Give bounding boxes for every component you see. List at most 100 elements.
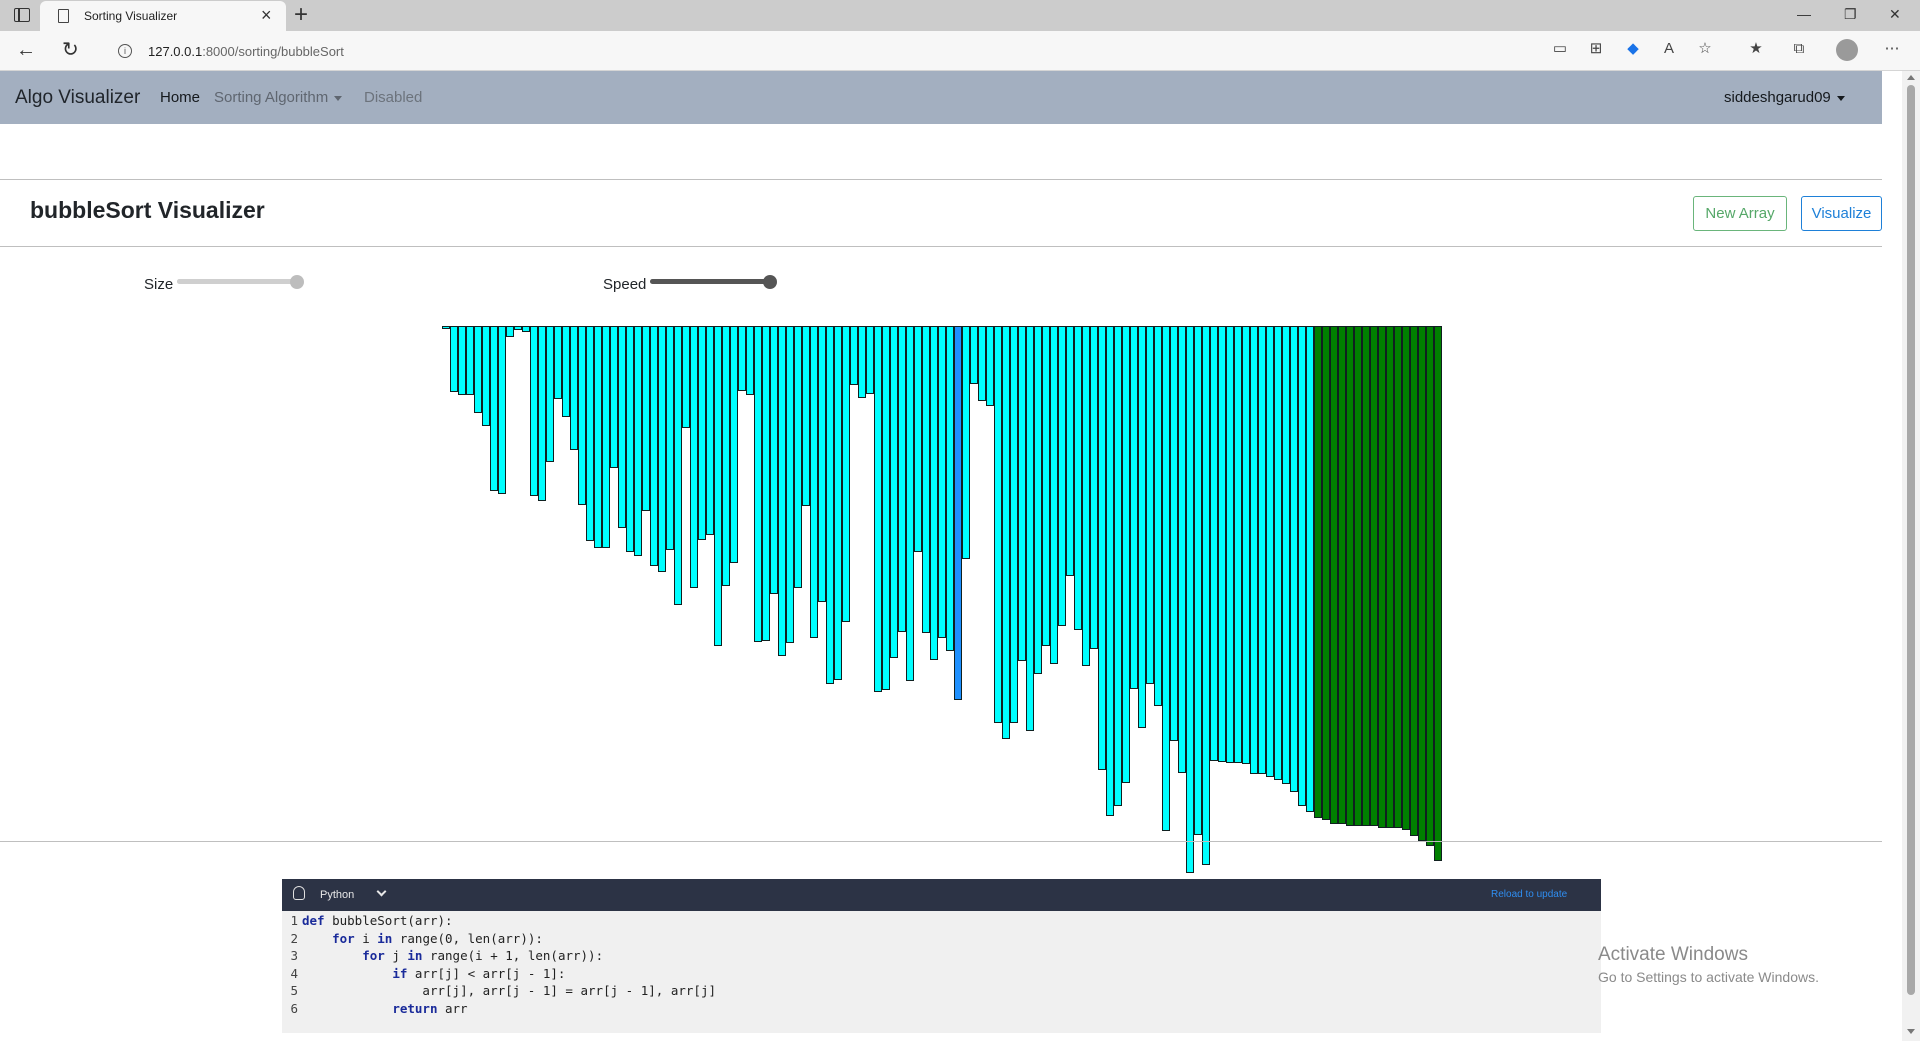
profile-avatar[interactable] [1836,39,1858,61]
array-bar [1282,326,1290,784]
array-bar [762,326,770,641]
page-title: bubbleSort Visualizer [30,197,265,223]
collections-icon[interactable]: ⧉ [1793,40,1805,57]
array-bar [858,326,866,398]
array-bar [1082,326,1090,666]
array-bar [690,326,698,588]
array-bar [714,326,722,646]
size-label: Size [144,276,174,293]
speed-slider[interactable] [650,275,777,289]
favorites-icon[interactable]: ★ [1749,40,1763,57]
code-content[interactable]: 1 def bubbleSort(arr): 2 for i in range(0,… [282,912,1601,1017]
array-bar [1386,326,1394,828]
close-tab-icon[interactable]: × [261,5,272,25]
new-tab-icon[interactable]: + [294,1,309,28]
activate-subtitle: Go to Settings to activate Windows. [1598,969,1819,985]
array-bar [450,326,458,392]
array-bar [1170,326,1178,741]
browser-tab[interactable]: Sorting Visualizer × [40,1,286,31]
visualize-button[interactable]: Visualize [1801,196,1882,231]
nav-sorting-dropdown[interactable]: Sorting Algorithm [214,89,343,106]
array-bar [930,326,938,660]
shopping-tag-icon[interactable]: ◆ [1627,40,1639,57]
user-dropdown[interactable]: siddeshgarud09 [1724,89,1845,106]
array-bar [746,326,754,395]
nav-home[interactable]: Home [160,89,201,106]
array-bar [882,326,890,690]
new-array-button[interactable]: New Array [1693,196,1787,231]
scroll-thumb[interactable] [1907,85,1915,995]
array-bar [1410,326,1418,836]
array-bar [554,326,562,399]
language-select[interactable]: Python [320,889,355,901]
array-bar [658,326,666,572]
reload-link[interactable]: Reload to update [1491,889,1568,900]
array-bar [1018,326,1026,661]
array-bar [874,326,882,692]
array-bar [562,326,570,417]
array-bar [842,326,850,622]
array-bar [1154,326,1162,706]
array-bar [706,326,714,535]
site-info-icon[interactable]: i [118,44,132,58]
array-bar [570,326,578,450]
size-slider[interactable] [177,275,304,289]
back-icon[interactable]: ← [16,39,36,61]
array-bar [818,326,826,602]
speed-slider-thumb[interactable] [762,275,777,289]
array-bar [1306,326,1314,812]
close-window-icon[interactable]: ✕ [1889,6,1901,22]
array-bar [1258,326,1266,774]
array-bar [506,326,514,337]
speed-slider-fill [650,279,770,284]
array-bar [1042,326,1050,646]
array-bar [1370,326,1378,826]
array-bar [1106,326,1114,816]
minimize-icon[interactable]: — [1797,6,1811,22]
array-bar [1434,326,1442,861]
page-scrollbar[interactable] [1902,71,1920,1041]
array-bar [1202,326,1210,865]
array-bar [1250,326,1258,774]
read-aloud-device-icon[interactable]: ▭ [1552,40,1568,57]
array-bar [1210,326,1218,761]
array-bar [1058,326,1066,626]
array-bar [834,326,842,680]
array-bar [1026,326,1034,731]
apps-icon[interactable]: ⊞ [1589,40,1603,57]
array-bar [1354,326,1362,826]
array-bar [442,326,450,329]
nav-disabled: Disabled [364,89,423,106]
array-bar [938,326,946,638]
array-bar [898,326,906,632]
scroll-up-icon[interactable] [1907,75,1915,80]
array-bar [1218,326,1226,762]
app-navbar: Algo Visualizer Home Sorting Algorithm D… [0,71,1882,124]
array-bar [850,326,858,385]
restore-icon[interactable]: ❐ [1844,6,1857,22]
refresh-icon[interactable]: ↻ [62,39,79,61]
tab-actions-icon[interactable] [14,8,30,22]
divider [0,179,1882,180]
array-bar [594,326,602,548]
array-bar [770,326,778,594]
size-slider-thumb[interactable] [289,275,304,289]
array-bar [538,326,546,501]
activate-windows-watermark: Activate Windows Go to Settings to activ… [1598,944,1898,985]
array-bar [530,326,538,496]
read-aloud-icon[interactable]: A [1663,40,1674,57]
array-bar [1122,326,1130,783]
chevron-down-icon[interactable] [376,886,387,897]
speed-label: Speed [603,276,647,293]
lightbulb-icon[interactable] [293,886,305,900]
array-bar [754,326,762,642]
scroll-down-icon[interactable] [1907,1029,1915,1034]
array-bar [490,326,498,491]
brand-logo[interactable]: Algo Visualizer [15,87,141,108]
add-favorite-icon[interactable]: ☆ [1698,40,1712,57]
array-bar [1346,326,1354,826]
more-menu-icon[interactable]: ⋯ [1884,40,1900,57]
array-bar [546,326,554,462]
array-bar [1426,326,1434,846]
url-field[interactable]: i 127.0.0.1:8000/sorting/bubbleSort [104,36,1664,66]
